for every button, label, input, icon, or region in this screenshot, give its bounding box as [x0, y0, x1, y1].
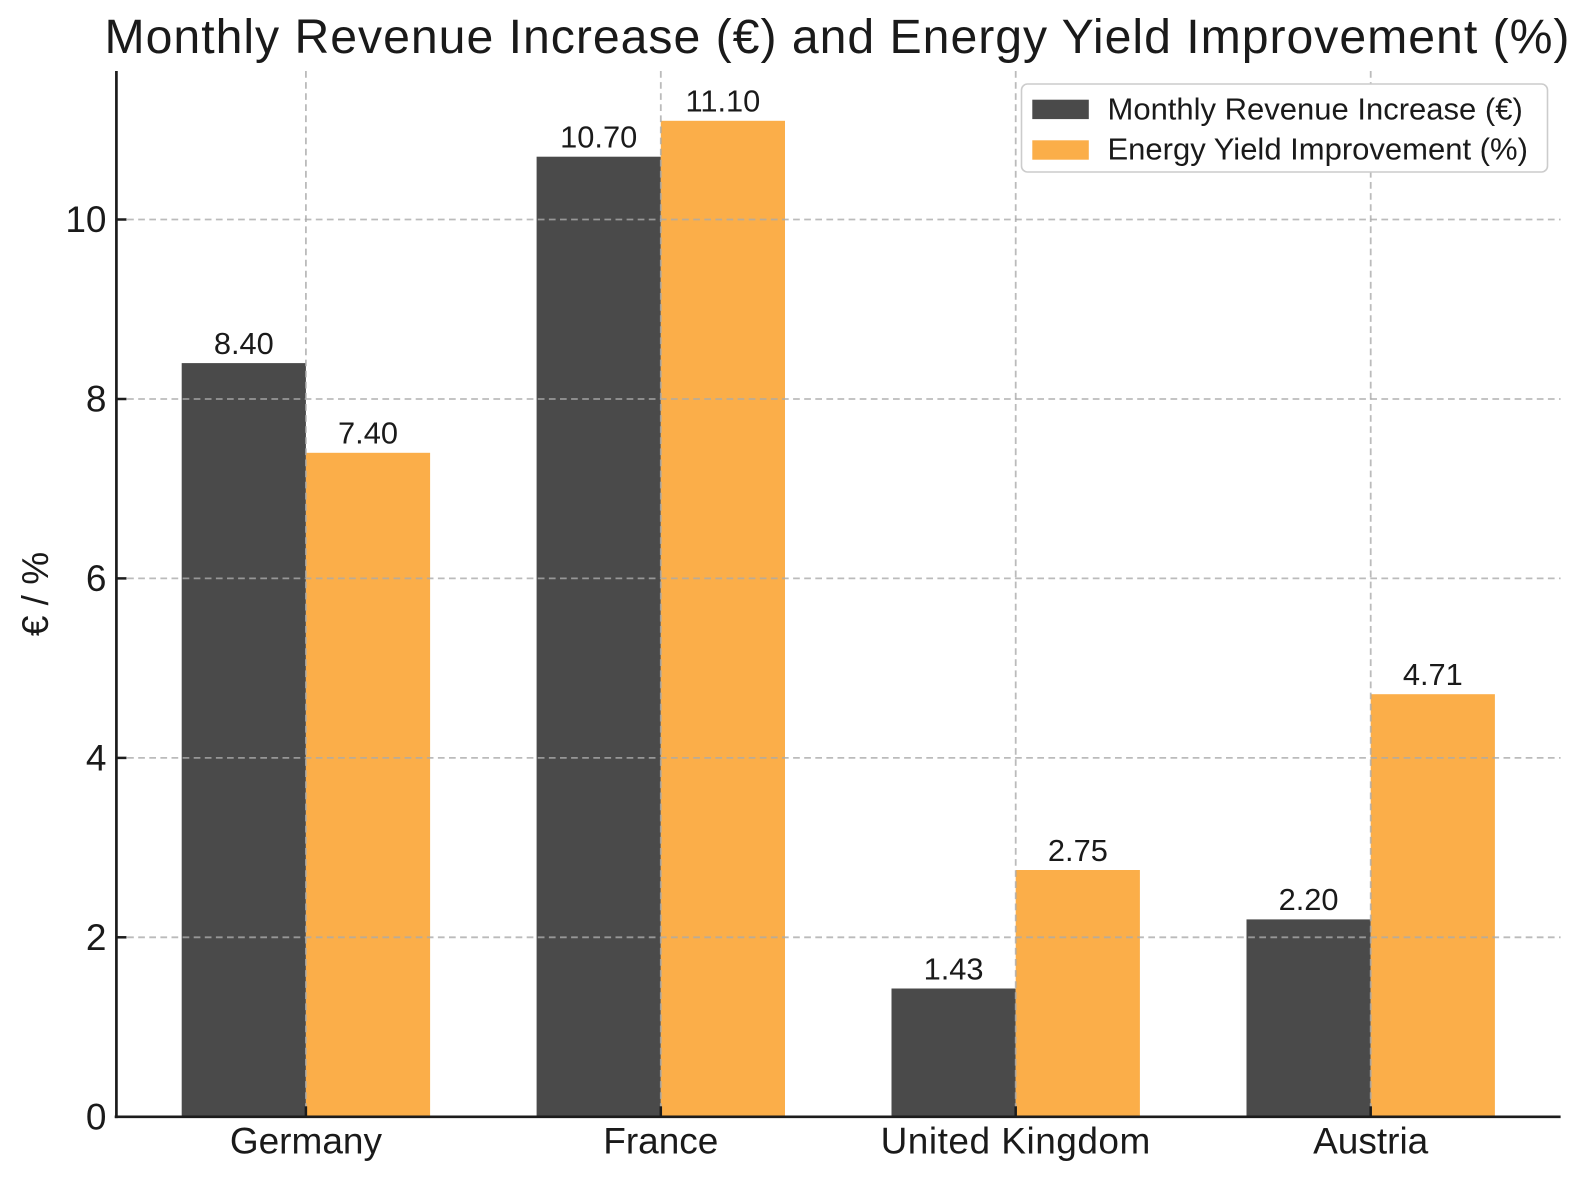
- svg-text:4: 4: [86, 738, 107, 779]
- svg-text:11.10: 11.10: [686, 84, 761, 119]
- svg-text:United Kingdom: United Kingdom: [881, 1120, 1151, 1161]
- svg-text:Monthly Revenue Increase (€) a: Monthly Revenue Increase (€) and Energy …: [105, 10, 1571, 64]
- svg-text:1.43: 1.43: [924, 951, 984, 986]
- svg-text:2.75: 2.75: [1048, 833, 1108, 868]
- svg-text:0: 0: [86, 1097, 107, 1138]
- svg-text:10.70: 10.70: [560, 120, 637, 155]
- svg-text:2: 2: [86, 917, 107, 958]
- svg-text:7.40: 7.40: [338, 416, 398, 451]
- svg-text:2.20: 2.20: [1279, 882, 1339, 917]
- svg-text:Germany: Germany: [230, 1120, 383, 1161]
- svg-text:4.71: 4.71: [1403, 657, 1463, 692]
- svg-text:Monthly Revenue Increase (€): Monthly Revenue Increase (€): [1108, 91, 1523, 126]
- svg-text:8: 8: [86, 379, 107, 420]
- svg-text:Energy Yield Improvement (%): Energy Yield Improvement (%): [1108, 132, 1528, 167]
- svg-text:8.40: 8.40: [214, 326, 274, 361]
- svg-text:6: 6: [86, 558, 107, 599]
- svg-text:10: 10: [65, 199, 106, 240]
- svg-text:€ / %: € / %: [15, 552, 56, 636]
- svg-text:France: France: [603, 1120, 718, 1161]
- svg-text:Austria: Austria: [1313, 1120, 1429, 1161]
